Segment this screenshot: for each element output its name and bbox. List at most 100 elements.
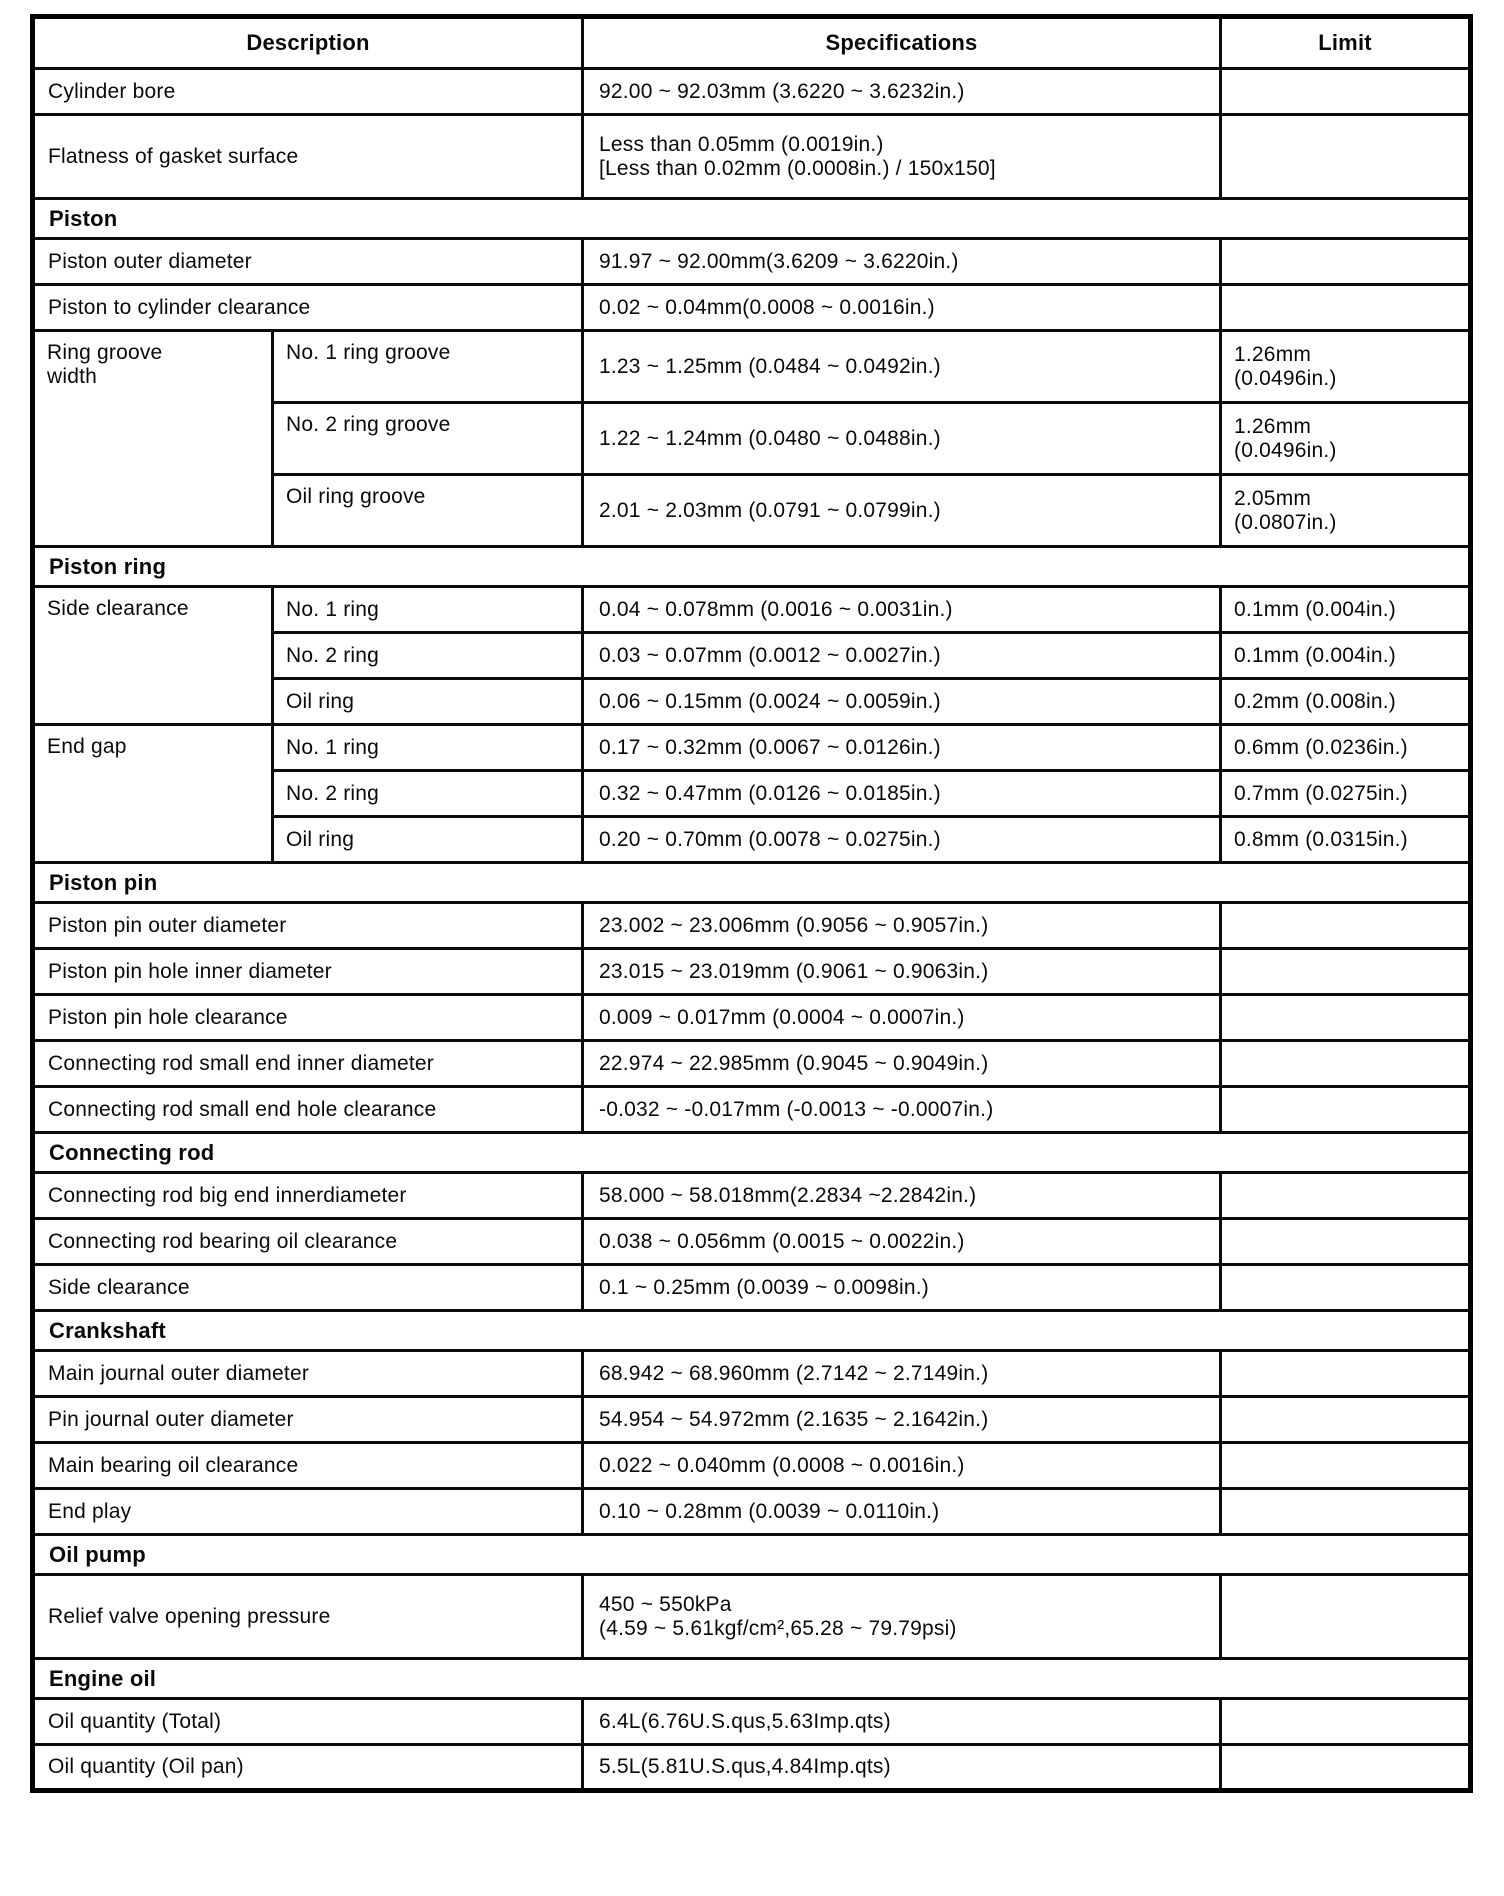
row-limit	[1219, 1171, 1473, 1220]
section-row: Engine oil	[30, 1657, 1473, 1700]
table-row: Oil quantity (Oil pan) 5.5L(5.81U.S.qus,…	[30, 1743, 1473, 1792]
table-row: Connecting rod small end inner diameter …	[30, 1039, 1473, 1088]
row-specification: 0.20 ~ 0.70mm (0.0078 ~ 0.0275in.)	[581, 815, 1223, 864]
row-specification: 0.06 ~ 0.15mm (0.0024 ~ 0.0059in.)	[581, 677, 1223, 726]
row-specification: 0.038 ~ 0.056mm (0.0015 ~ 0.0022in.)	[581, 1217, 1223, 1266]
row-description: Connecting rod small end inner diameter	[30, 1039, 585, 1088]
row-limit	[1219, 283, 1473, 332]
table-row: Flatness of gasket surface Less than 0.0…	[30, 113, 1473, 200]
table-row: Piston outer diameter 91.97 ~ 92.00mm(3.…	[30, 237, 1473, 286]
section-row: Connecting rod	[30, 1131, 1473, 1174]
row-limit	[1219, 1217, 1473, 1266]
row-specification: -0.032 ~ -0.017mm (-0.0013 ~ -0.0007in.)	[581, 1085, 1223, 1134]
table-row: Pin journal outer diameter 54.954 ~ 54.9…	[30, 1395, 1473, 1444]
row-limit	[1219, 993, 1473, 1042]
section-title: Piston ring	[30, 545, 1473, 588]
row-limit: 0.8mm (0.0315in.)	[1219, 815, 1473, 864]
row-group-label: Side clearance	[31, 585, 274, 726]
table-row: Relief valve opening pressure 450 ~ 550k…	[30, 1573, 1473, 1660]
row-description: Relief valve opening pressure	[30, 1573, 585, 1660]
row-limit: 0.7mm (0.0275in.)	[1219, 769, 1473, 818]
table-row: Side clearance No. 1 ring 0.04 ~ 0.078mm…	[31, 585, 1473, 726]
row-limit: 2.05mm (0.0807in.)	[1219, 473, 1473, 548]
section-title: Crankshaft	[30, 1309, 1473, 1352]
section-row: Piston pin	[30, 861, 1473, 904]
table-row: Oil quantity (Total) 6.4L(6.76U.S.qus,5.…	[30, 1697, 1473, 1746]
row-limit	[1219, 67, 1473, 116]
row-description: Cylinder bore	[30, 67, 585, 116]
table-row: No. 2 ring 0.03 ~ 0.07mm (0.0012 ~ 0.002…	[33, 631, 1473, 680]
table-row: Main journal outer diameter 68.942 ~ 68.…	[30, 1349, 1473, 1398]
row-limit: 0.1mm (0.004in.)	[1219, 585, 1473, 634]
table-row: Side clearance 0.1 ~ 0.25mm (0.0039 ~ 0.…	[30, 1263, 1473, 1312]
row-sub-description: No. 1 ring	[270, 723, 585, 772]
section-row: Piston ring	[30, 545, 1473, 588]
row-specification: 23.015 ~ 23.019mm (0.9061 ~ 0.9063in.)	[581, 947, 1223, 996]
section-title: Connecting rod	[30, 1131, 1473, 1174]
row-limit: 1.26mm (0.0496in.)	[1219, 401, 1473, 476]
row-limit	[1219, 113, 1473, 200]
row-sub-description: No. 1 ring groove	[270, 329, 585, 404]
row-limit	[1219, 1039, 1473, 1088]
column-header-limit: Limit	[1219, 15, 1473, 70]
row-specification: 0.17 ~ 0.32mm (0.0067 ~ 0.0126in.)	[581, 723, 1223, 772]
row-description: Connecting rod small end hole clearance	[30, 1085, 585, 1134]
row-description: Piston pin hole clearance	[30, 993, 585, 1042]
row-specification: 0.32 ~ 0.47mm (0.0126 ~ 0.0185in.)	[581, 769, 1223, 818]
row-sub-description: Oil ring	[270, 815, 585, 864]
row-specification: 0.04 ~ 0.078mm (0.0016 ~ 0.0031in.)	[581, 585, 1223, 634]
row-description: Main bearing oil clearance	[30, 1441, 585, 1490]
row-description: Side clearance	[30, 1263, 585, 1312]
row-specification: 0.1 ~ 0.25mm (0.0039 ~ 0.0098in.)	[581, 1263, 1223, 1312]
column-header-description: Description	[30, 15, 585, 70]
table-row: Oil ring groove 2.01 ~ 2.03mm (0.0791 ~ …	[33, 473, 1473, 548]
table-row: Cylinder bore 92.00 ~ 92.03mm (3.6220 ~ …	[30, 67, 1473, 116]
row-specification: 5.5L(5.81U.S.qus,4.84Imp.qts)	[581, 1743, 1223, 1792]
row-group-label: End gap	[31, 723, 274, 864]
row-specification: 23.002 ~ 23.006mm (0.9056 ~ 0.9057in.)	[581, 901, 1223, 950]
row-limit	[1219, 1573, 1473, 1660]
row-description: Connecting rod big end innerdiameter	[30, 1171, 585, 1220]
row-specification: 22.974 ~ 22.985mm (0.9045 ~ 0.9049in.)	[581, 1039, 1223, 1088]
row-description: Connecting rod bearing oil clearance	[30, 1217, 585, 1266]
row-sub-description: No. 1 ring	[270, 585, 585, 634]
table-row: Oil ring 0.20 ~ 0.70mm (0.0078 ~ 0.0275i…	[33, 815, 1473, 864]
row-specification: 1.23 ~ 1.25mm (0.0484 ~ 0.0492in.)	[581, 329, 1223, 404]
row-limit	[1219, 1349, 1473, 1398]
table-row: Oil ring 0.06 ~ 0.15mm (0.0024 ~ 0.0059i…	[33, 677, 1473, 726]
row-specification: 0.009 ~ 0.017mm (0.0004 ~ 0.0007in.)	[581, 993, 1223, 1042]
table-row: Piston pin outer diameter 23.002 ~ 23.00…	[30, 901, 1473, 950]
row-sub-description: Oil ring	[270, 677, 585, 726]
column-header-specifications: Specifications	[581, 15, 1223, 70]
table-row: Connecting rod bearing oil clearance 0.0…	[30, 1217, 1473, 1266]
row-limit: 1.26mm (0.0496in.)	[1219, 329, 1473, 404]
row-specification: Less than 0.05mm (0.0019in.) [Less than …	[581, 113, 1223, 200]
section-row: Oil pump	[30, 1533, 1473, 1576]
row-description: Piston pin outer diameter	[30, 901, 585, 950]
row-specification: 6.4L(6.76U.S.qus,5.63Imp.qts)	[581, 1697, 1223, 1746]
row-sub-description: No. 2 ring groove	[270, 401, 585, 476]
row-group-label: Ring groove width	[31, 329, 274, 548]
row-limit	[1219, 901, 1473, 950]
row-description: Pin journal outer diameter	[30, 1395, 585, 1444]
row-description: Piston to cylinder clearance	[30, 283, 585, 332]
row-sub-description: No. 2 ring	[270, 631, 585, 680]
section-title: Piston pin	[30, 861, 1473, 904]
section-title: Engine oil	[30, 1657, 1473, 1700]
row-specification: 0.022 ~ 0.040mm (0.0008 ~ 0.0016in.)	[581, 1441, 1223, 1490]
section-title: Oil pump	[30, 1533, 1473, 1576]
row-description: Oil quantity (Total)	[30, 1697, 585, 1746]
table-row: No. 2 ring 0.32 ~ 0.47mm (0.0126 ~ 0.018…	[33, 769, 1473, 818]
table-row: Connecting rod big end innerdiameter 58.…	[30, 1171, 1473, 1220]
row-sub-description: Oil ring groove	[270, 473, 585, 548]
table-row: Piston pin hole inner diameter 23.015 ~ …	[30, 947, 1473, 996]
row-limit: 0.2mm (0.008in.)	[1219, 677, 1473, 726]
row-limit	[1219, 237, 1473, 286]
table-row: End gap No. 1 ring 0.17 ~ 0.32mm (0.0067…	[31, 723, 1473, 864]
row-limit	[1219, 1085, 1473, 1134]
row-specification: 0.02 ~ 0.04mm(0.0008 ~ 0.0016in.)	[581, 283, 1223, 332]
table-row: End play 0.10 ~ 0.28mm (0.0039 ~ 0.0110i…	[30, 1487, 1473, 1536]
section-row: Piston	[30, 197, 1473, 240]
row-specification: 92.00 ~ 92.03mm (3.6220 ~ 3.6232in.)	[581, 67, 1223, 116]
table-row: Piston to cylinder clearance 0.02 ~ 0.04…	[30, 283, 1473, 332]
